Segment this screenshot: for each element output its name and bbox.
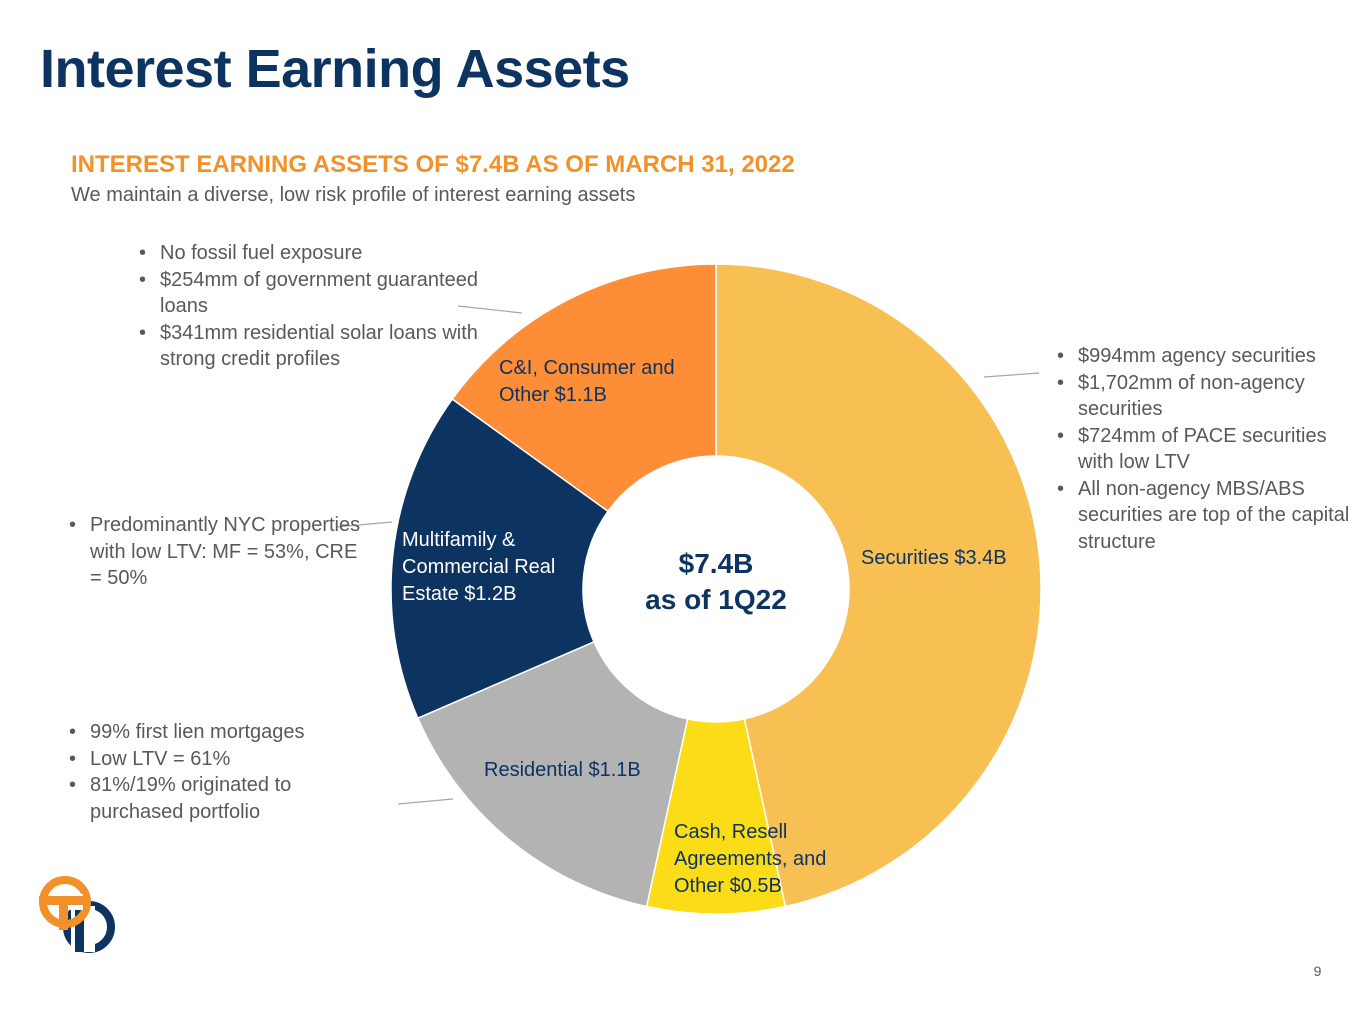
slice-label-multifamily: Multifamily & Commercial Real Estate $1.… — [402, 527, 555, 608]
list-item: Predominantly NYC properties with low LT… — [67, 512, 367, 592]
slice-label-cni: C&I, Consumer and Other $1.1B — [499, 355, 675, 409]
cni-notes: No fossil fuel exposure $254mm of govern… — [137, 240, 497, 373]
slice-label-line: Agreements, and — [674, 848, 827, 870]
slice-label-line: Cash, Resell — [674, 821, 788, 843]
list-item: $1,702mm of non-agency securities — [1055, 370, 1365, 423]
list-item: $994mm agency securities — [1055, 343, 1365, 370]
list-item: All non-agency MBS/ABS securities are to… — [1055, 476, 1365, 556]
chart-tagline: We maintain a diverse, low risk profile … — [71, 184, 636, 206]
slice-label-line: Residential $1.1B — [484, 759, 641, 781]
center-total: $7.4B — [678, 548, 754, 579]
list-item: $254mm of government guaranteed loans — [137, 267, 497, 320]
donut-center-label: $7.4B as of 1Q22 — [616, 546, 816, 618]
slice-label-securities: Securities $3.4B — [861, 545, 1007, 572]
leader-line-residential — [397, 798, 454, 805]
slice-label-line: C&I, Consumer and — [499, 357, 675, 379]
slice-label-cash: Cash, Resell Agreements, and Other $0.5B — [674, 819, 826, 900]
company-logo-icon — [35, 872, 121, 963]
slice-label-residential: Residential $1.1B — [484, 757, 641, 784]
list-item: $341mm residential solar loans with stro… — [137, 320, 497, 373]
slice-label-line: Commercial Real — [402, 556, 556, 578]
list-item: 81%/19% originated to purchased portfoli… — [67, 772, 367, 825]
donut-slice-0 — [715, 263, 1042, 908]
list-item: No fossil fuel exposure — [137, 240, 497, 267]
list-item: 99% first lien mortgages — [67, 719, 367, 746]
leader-line-securities — [983, 372, 1040, 378]
donut-slice-2 — [416, 640, 689, 908]
slice-label-line: Securities $3.4B — [861, 547, 1007, 569]
list-item: $724mm of PACE securities with low LTV — [1055, 423, 1365, 476]
slice-label-line: Multifamily & — [402, 529, 516, 551]
donut-slice-3 — [390, 398, 610, 720]
donut-slices — [390, 263, 1042, 915]
list-item: Low LTV = 61% — [67, 746, 367, 773]
page-number: 9 — [1313, 963, 1322, 979]
page-title: Interest Earning Assets — [40, 39, 630, 99]
slice-label-line: Other $1.1B — [499, 384, 607, 406]
securities-notes: $994mm agency securities $1,702mm of non… — [1055, 343, 1365, 555]
slice-label-line: Other $0.5B — [674, 875, 782, 897]
residential-notes: 99% first lien mortgages Low LTV = 61% 8… — [67, 719, 367, 825]
center-period: as of 1Q22 — [645, 584, 787, 615]
slice-label-line: Estate $1.2B — [402, 583, 517, 605]
chart-subtitle: INTEREST EARNING ASSETS OF $7.4B AS OF M… — [71, 151, 795, 178]
donut-slice-4 — [451, 263, 717, 513]
multifamily-notes: Predominantly NYC properties with low LT… — [67, 512, 367, 592]
